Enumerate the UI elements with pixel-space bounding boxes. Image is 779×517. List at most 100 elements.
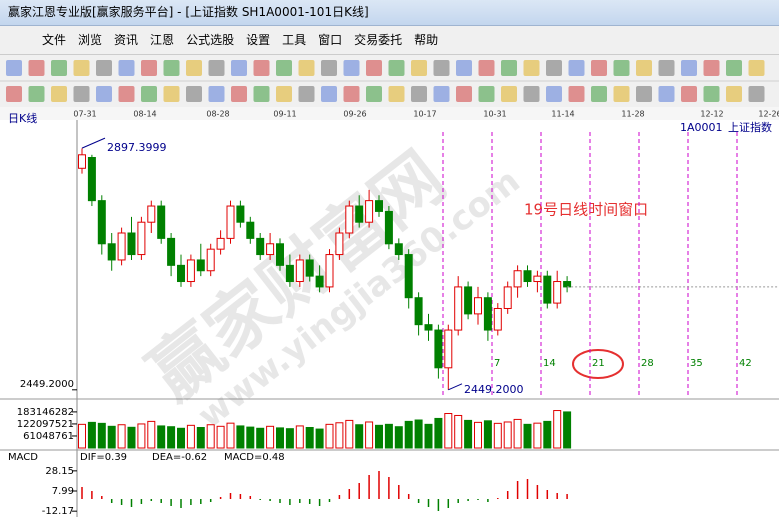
high-label: 2897.3999 [107,141,167,154]
toolbar-button[interactable] [141,86,157,102]
toolbar-button[interactable] [658,60,675,76]
toolbar-button[interactable] [343,60,360,76]
toolbar-button[interactable] [703,86,720,102]
toolbar-button[interactable] [411,86,427,102]
toolbar-button[interactable] [253,86,270,102]
toolbar-button[interactable] [321,60,337,76]
toolbar-button[interactable] [276,60,292,76]
toolbar-button[interactable] [636,60,652,76]
toolbar-button[interactable] [726,60,742,76]
volume-bar [434,417,443,449]
toolbar-button[interactable] [433,60,450,76]
toolbar-button[interactable] [96,86,112,102]
candle-body [127,232,136,256]
toolbar-button[interactable] [118,60,135,76]
volume-tick-label: 61048761 [23,431,74,442]
toolbar-button[interactable] [163,60,180,76]
toolbar-button[interactable] [726,86,742,102]
toolbar-button[interactable] [73,86,90,102]
toolbar-button[interactable] [456,60,472,76]
candle-body [394,243,403,256]
toolbar-button[interactable] [231,60,247,76]
toolbar-button[interactable] [118,86,135,102]
toolbar-button[interactable] [658,86,675,102]
toolbar-button[interactable] [681,86,697,102]
toolbar-button[interactable] [748,60,765,76]
toolbar-button[interactable] [748,86,765,102]
volume-bar [493,422,502,449]
toolbar-button[interactable] [388,86,405,102]
toolbar-button[interactable] [343,86,360,102]
toolbar-button[interactable] [366,60,382,76]
toolbar-button[interactable] [523,60,540,76]
toolbar-button[interactable] [636,86,652,102]
toolbar-button[interactable] [231,86,247,102]
toolbar-button[interactable] [568,60,585,76]
toolbar-button[interactable] [163,86,180,102]
toolbar-button[interactable] [456,86,472,102]
toolbar-button[interactable] [253,60,270,76]
toolbar-button[interactable] [186,86,202,102]
volume-bar [196,426,205,449]
macd-header: MACD [8,452,38,463]
volume-bar [305,426,314,449]
menu-item[interactable]: 交易委托 [354,33,403,47]
high-marker [81,137,106,149]
toolbar-button[interactable] [703,60,720,76]
toolbar-button[interactable] [321,86,337,102]
menu-item[interactable]: 帮助 [414,33,439,47]
toolbar-button[interactable] [298,86,315,102]
menu-item[interactable]: 浏览 [78,33,103,47]
menu-item[interactable]: 窗口 [318,33,343,47]
toolbar-button[interactable] [298,60,315,76]
toolbar-button[interactable] [208,60,225,76]
toolbar-button[interactable] [681,60,697,76]
volume-bar [375,424,383,449]
window-count: 42 [739,358,752,369]
candle-body [493,307,502,331]
toolbar-button[interactable] [568,86,585,102]
toolbar-button[interactable] [6,86,22,102]
volume-bar [355,424,364,449]
toolbar-button[interactable] [366,86,382,102]
toolbar-button[interactable] [51,60,67,76]
toolbar-button[interactable] [591,60,607,76]
toolbar-button[interactable] [276,86,292,102]
toolbar-button[interactable] [96,60,112,76]
menu-item[interactable]: 工具 [282,33,307,47]
toolbar-button[interactable] [141,60,157,76]
toolbar-button[interactable] [51,86,67,102]
toolbar-button[interactable] [73,60,90,76]
toolbar-button[interactable] [546,86,562,102]
candle-body [543,275,552,304]
toolbar-button[interactable] [478,60,495,76]
menu-item[interactable]: 设置 [246,33,271,47]
toolbar-button[interactable] [28,60,45,76]
toolbar-button[interactable] [186,60,202,76]
menu-item[interactable]: 资讯 [114,33,139,47]
toolbar-button[interactable] [501,86,517,102]
toolbar-button[interactable] [591,86,607,102]
volume-bar [404,420,413,449]
toolbar-button[interactable] [478,86,495,102]
toolbar-button[interactable] [433,86,450,102]
window-count: 14 [543,358,556,369]
toolbar-button[interactable] [523,86,540,102]
volume-bar [266,425,275,449]
toolbar-button[interactable] [6,60,22,76]
toolbar-button[interactable] [388,60,405,76]
toolbar-button[interactable] [613,86,630,102]
menu-item[interactable]: 江恩 [150,33,175,47]
toolbar-button[interactable] [613,60,630,76]
toolbar-button[interactable] [501,60,517,76]
window-count: 21 [592,358,605,369]
menu-item[interactable]: 文件 [42,33,67,47]
date-strip [0,107,779,120]
volume-bar [177,427,185,449]
toolbar-button[interactable] [28,86,45,102]
y-tick-label: 2449.2000 [20,379,74,390]
toolbar-button[interactable] [208,86,225,102]
toolbar-button[interactable] [546,60,562,76]
menu-item[interactable]: 公式选股 [186,33,235,47]
toolbar-button[interactable] [411,60,427,76]
